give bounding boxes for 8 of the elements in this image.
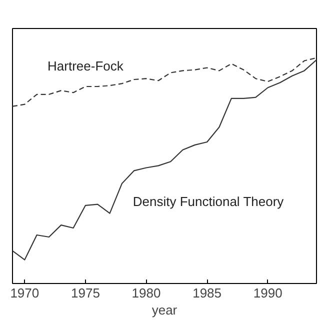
x-tick-label: 1980 [132,286,161,300]
x-tick-label: 1990 [253,286,282,300]
x-axis-title: year [152,302,178,318]
x-tick-label: 1970 [10,286,40,300]
series-label: Density Functional Theory [132,194,284,210]
series-label: Hartree-Fock [48,58,124,74]
x-tick-label: 1985 [192,286,222,300]
x-tick-label: 1975 [71,286,100,300]
